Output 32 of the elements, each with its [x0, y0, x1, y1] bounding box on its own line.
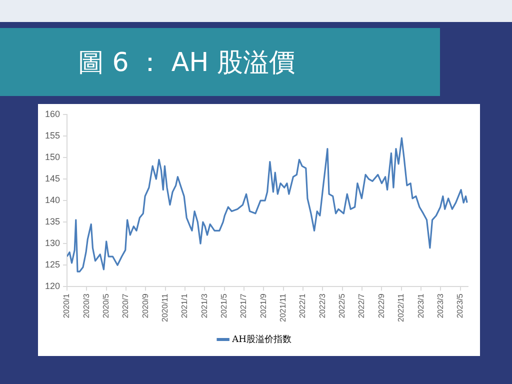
y-tick-label: 155 [44, 130, 60, 140]
x-tick-label: 2021/11 [278, 293, 288, 322]
x-tick-label: 2021/5 [220, 293, 229, 318]
x-tick-label: 2021/9 [258, 293, 268, 318]
y-tick-label: 150 [44, 152, 60, 162]
chart-title: 圖 6 ： AH 股溢價 [78, 47, 295, 80]
y-tick-label: 120 [44, 281, 60, 292]
x-tick-label: 2022/9 [376, 293, 386, 318]
x-tick-label: 2021/1 [180, 293, 190, 318]
y-tick-label: 145 [44, 173, 60, 184]
x-tick-label: 2023/1 [416, 293, 426, 318]
x-tick-label: 2020/1 [62, 293, 72, 318]
x-tick-label: 2022/1 [298, 293, 308, 318]
x-tick-label: 2022/3 [318, 293, 327, 318]
x-tick-label: 2021/3 [200, 293, 209, 318]
y-tick-label: 135 [44, 216, 60, 227]
y-tick-label: 130 [44, 238, 60, 248]
x-tick-label: 2020/7 [121, 293, 130, 318]
x-tick-label: 2023/5 [456, 293, 465, 318]
x-tick-label: 2022/11 [396, 293, 406, 322]
x-tick-label: 2023/3 [436, 293, 445, 318]
x-tick-label: 2020/3 [82, 293, 91, 318]
x-tick-label: 2020/9 [140, 293, 150, 318]
y-tick-label: 160 [44, 108, 60, 119]
x-tick-label: 2022/7 [357, 293, 366, 318]
x-tick-label: 2020/5 [102, 293, 111, 318]
legend-label: AH股溢价指数 [231, 334, 292, 345]
y-tick-label: 140 [44, 195, 60, 206]
x-tick-label: 2021/7 [239, 293, 248, 318]
y-tick-label: 125 [44, 260, 60, 270]
x-tick-label: 2022/5 [338, 293, 347, 318]
x-tick-label: 2020/11 [160, 293, 170, 322]
